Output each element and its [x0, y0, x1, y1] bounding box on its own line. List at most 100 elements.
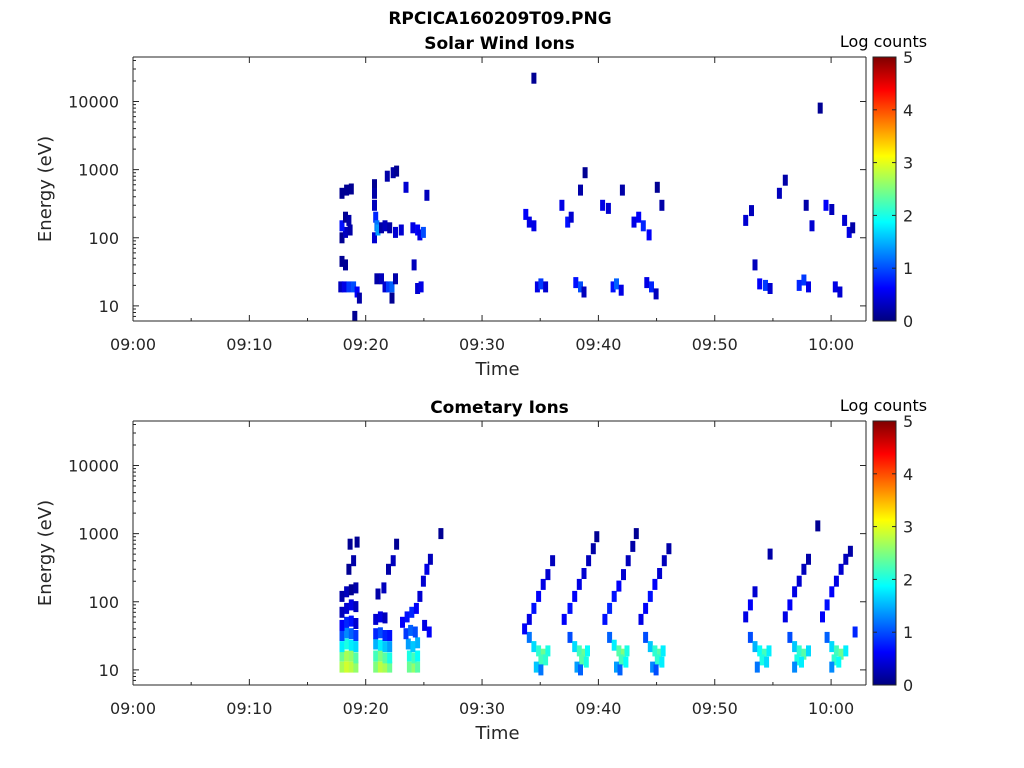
heatmap-cell: [578, 184, 583, 196]
heatmap-cell: [838, 563, 844, 575]
heatmap-cell: [847, 545, 853, 557]
heatmap-cell: [654, 654, 660, 666]
heatmap-cell: [611, 639, 617, 651]
heatmap-cell: [747, 599, 753, 611]
heatmap-cell: [424, 563, 430, 575]
heatmap-cell: [400, 616, 405, 628]
heatmap-cell: [347, 224, 353, 236]
heatmap-cell: [408, 624, 414, 636]
heatmap-cell: [418, 281, 424, 293]
axes-box: [132, 420, 867, 686]
x-tick-label: 09:10: [226, 699, 272, 718]
heatmap-cell: [403, 628, 409, 640]
x-tick-label: 09:50: [692, 699, 738, 718]
heatmap-cell: [660, 645, 666, 657]
heatmap-cell: [374, 273, 380, 285]
heatmap-cell: [763, 279, 768, 291]
colorbar-tick-label: 0: [903, 676, 913, 695]
heatmap-cell: [538, 664, 544, 676]
colorbar-tick-label: 4: [903, 465, 913, 484]
heatmap-cell: [653, 664, 659, 676]
heatmap-cell: [576, 578, 582, 590]
heatmap-cell: [353, 601, 359, 613]
heatmap-cell: [832, 281, 838, 293]
heatmap-cell: [411, 652, 417, 664]
heatmap-cell: [384, 170, 390, 182]
heatmap-cell: [829, 661, 835, 673]
heatmap-cell: [531, 602, 537, 614]
heatmap-cell: [852, 626, 858, 638]
heatmap-cell: [578, 281, 583, 293]
heatmap-cell: [387, 652, 393, 664]
heatmap-cell: [618, 654, 624, 666]
heatmap-cell: [538, 278, 544, 290]
heatmap-cell: [543, 654, 549, 666]
heatmap-cell: [536, 590, 542, 602]
heatmap-cell: [344, 586, 350, 598]
heatmap-cell: [373, 211, 379, 223]
heatmap-cell: [792, 661, 798, 673]
y-tick-label: 1000: [78, 161, 119, 180]
heatmap-cell: [806, 645, 811, 657]
heatmap-cell: [382, 641, 388, 653]
heatmap-cell: [820, 611, 825, 623]
heatmap-cell: [618, 284, 624, 296]
heatmap-cell: [654, 181, 660, 193]
heatmap-cell: [344, 184, 350, 196]
y-tick-label: 100: [88, 593, 119, 612]
heatmap-cell: [752, 586, 758, 598]
heatmap-cell: [666, 543, 672, 555]
colorbar-tick-label: 2: [903, 206, 913, 225]
heatmap-cell: [653, 288, 659, 300]
heatmap-cell: [652, 645, 658, 657]
heatmap-cell: [523, 208, 529, 220]
heatmap-cell: [415, 637, 421, 649]
heatmap-cell: [846, 226, 852, 238]
heatmap-cell: [540, 648, 546, 660]
heatmap-cell: [531, 72, 537, 84]
y-tick-label: 10: [99, 297, 119, 316]
heatmap-cell: [767, 548, 773, 560]
heatmap-cell: [565, 216, 571, 228]
heatmap-cell: [607, 602, 613, 614]
heatmap-cell: [829, 586, 835, 598]
x-tick-label: 09:50: [692, 335, 738, 354]
heatmap-cell: [373, 628, 379, 640]
heatmap-cell: [339, 606, 345, 618]
heatmap-cell: [348, 599, 354, 611]
x-axis-label: Time: [474, 359, 519, 380]
heatmap-cell: [404, 611, 410, 623]
heatmap-cell: [600, 199, 606, 211]
panel-title: Solar Wind Ions: [424, 34, 575, 54]
heatmap-cell: [372, 187, 377, 199]
heatmap-cell: [344, 650, 350, 662]
solar-wind-ions-panel: Solar Wind Ions 09:00 09:10 09:20 09:30 09:40…: [35, 32, 927, 380]
heatmap-cell: [833, 575, 839, 587]
x-tick-label: 09:40: [575, 699, 621, 718]
heatmap-cell: [843, 553, 849, 565]
heatmap-cell: [568, 211, 574, 223]
heatmap-cell: [422, 619, 428, 631]
heatmap-cell: [373, 638, 379, 650]
heatmap-cell: [757, 278, 763, 290]
heatmap-cell: [347, 538, 353, 550]
heatmap-cell: [406, 661, 412, 673]
heatmap-cell: [375, 224, 381, 236]
heatmap-cell: [417, 229, 423, 241]
panel-title: Cometary Ions: [430, 398, 569, 418]
heatmap-cell: [354, 286, 360, 298]
heatmap-cell: [540, 578, 546, 590]
colorbar: [872, 420, 897, 686]
heatmap-cell: [650, 661, 656, 673]
colorbar-tick-label: 1: [903, 623, 913, 642]
axes-box: [132, 56, 867, 322]
heatmap-cell: [640, 220, 646, 232]
heatmap-cell: [766, 645, 772, 657]
heatmap-cell: [377, 661, 383, 673]
heatmap-cell: [796, 279, 802, 291]
heatmap-cell: [559, 199, 565, 211]
heatmap-cell: [583, 656, 589, 668]
x-tick-label: 09:40: [575, 335, 621, 354]
heatmap-cell: [405, 638, 411, 650]
heatmap-cell: [411, 661, 417, 673]
